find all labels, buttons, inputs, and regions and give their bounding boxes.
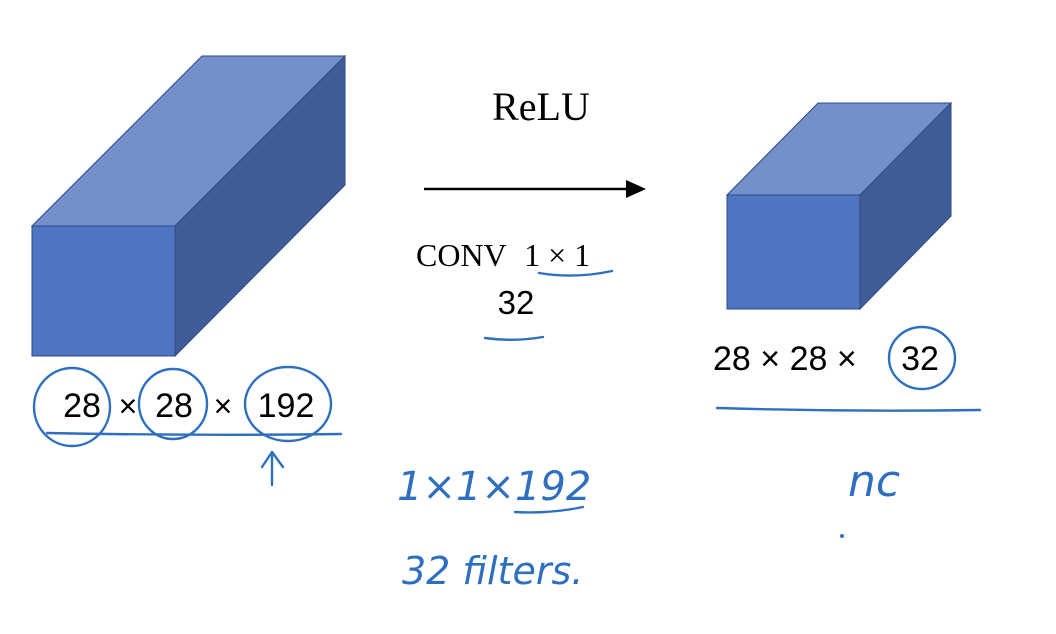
input-cuboid-front-face [31,225,176,357]
channels-symbol-note: nc [848,456,900,507]
output-dims-underline [715,406,982,412]
input-dim-a: 28 [63,387,101,425]
output-volume-cuboid [725,101,953,311]
conv-label: CONV 1 × 1 [416,237,590,273]
up-arrow-icon [260,450,285,487]
input-sep-1: × [119,388,138,424]
input-volume-cuboid [30,54,347,358]
activation-label: ReLU [492,84,590,129]
circle-input-dim-b [137,367,209,441]
output-dimensions: 28 × 28 × [713,340,857,378]
conv-size: 1 × 1 [524,237,590,273]
filter-count-note: 32 filters. [402,549,583,593]
output-channels: 32 [901,340,939,378]
circle-input-dim-a [32,366,112,448]
filter-count-label: 32 [498,284,535,321]
input-dim-c: 192 [258,387,315,425]
right-arrow-icon [424,180,646,198]
filter-shape-note: 1×1×192 [397,464,591,510]
circle-output-channels [887,325,957,391]
input-dimensions: 28 × 28 × 192 [63,387,314,425]
filter-shape-prefix: 1×1× [397,464,515,510]
input-dim-b: 28 [155,387,193,425]
input-sep-2: × [214,388,233,424]
filter-shape-depth: 192 [515,464,591,510]
input-dims-underline [45,431,343,436]
stray-ink-dot [840,534,844,538]
output-cuboid-front-face [726,194,861,310]
handwritten-annotations [32,325,982,538]
filter-depth-underline [513,505,585,514]
conv-prefix: CONV [416,237,507,273]
filter-count-underline [483,335,545,341]
circle-input-dim-c [243,365,333,443]
conv-size-underline [537,269,614,277]
